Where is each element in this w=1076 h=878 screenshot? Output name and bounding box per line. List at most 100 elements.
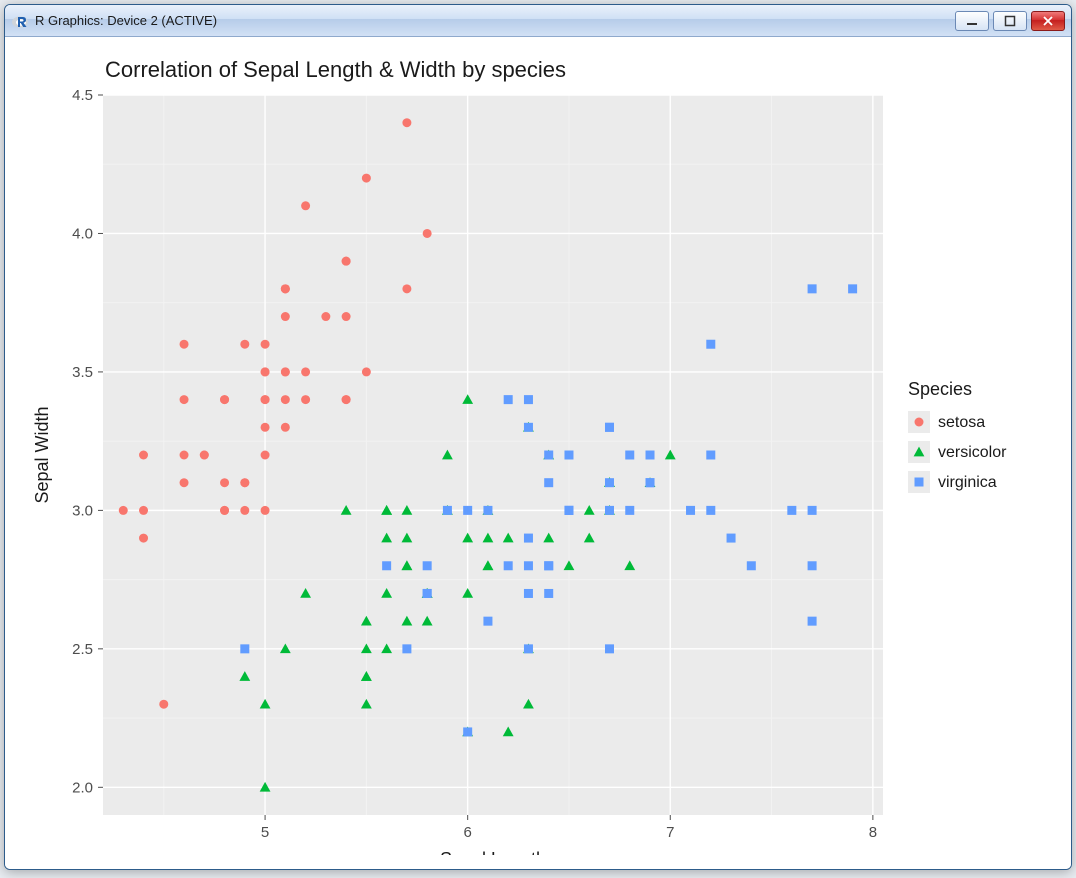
maximize-button[interactable] (993, 11, 1027, 31)
legend-glyph-setosa (915, 418, 924, 427)
legend-label: versicolor (938, 444, 1007, 461)
r-graphics-window: R Graphics: Device 2 (ACTIVE) 56782.02.5… (4, 4, 1072, 870)
data-point-virginica (605, 423, 614, 432)
data-point-setosa (321, 312, 330, 321)
r-app-icon (11, 12, 29, 30)
data-point-virginica (423, 561, 432, 570)
data-point-setosa (261, 423, 270, 432)
data-point-virginica (564, 451, 573, 460)
legend-title: Species (908, 379, 972, 399)
data-point-setosa (281, 423, 290, 432)
x-axis-title: Sepal Length (440, 849, 546, 855)
plot-panel (103, 95, 883, 815)
data-point-virginica (402, 644, 411, 653)
data-point-virginica (625, 506, 634, 515)
data-point-setosa (261, 395, 270, 404)
data-point-setosa (342, 312, 351, 321)
data-point-virginica (706, 340, 715, 349)
data-point-setosa (281, 312, 290, 321)
data-point-virginica (443, 506, 452, 515)
y-tick-label: 4.0 (72, 225, 93, 242)
data-point-virginica (524, 589, 533, 598)
data-point-virginica (646, 478, 655, 487)
data-point-virginica (808, 284, 817, 293)
data-point-virginica (524, 644, 533, 653)
x-tick-label: 6 (464, 824, 472, 841)
data-point-virginica (423, 589, 432, 598)
data-point-virginica (524, 534, 533, 543)
data-point-virginica (787, 506, 796, 515)
data-point-virginica (483, 506, 492, 515)
data-point-setosa (139, 506, 148, 515)
data-point-virginica (808, 617, 817, 626)
x-tick-label: 8 (869, 824, 877, 841)
legend-label: virginica (938, 474, 997, 491)
y-tick-label: 4.5 (72, 87, 93, 104)
data-point-setosa (240, 340, 249, 349)
data-point-virginica (808, 561, 817, 570)
data-point-virginica (504, 561, 513, 570)
data-point-virginica (564, 506, 573, 515)
scatter-plot: 56782.02.53.03.54.04.5Sepal LengthSepal … (13, 45, 1057, 855)
data-point-setosa (180, 451, 189, 460)
data-point-setosa (119, 506, 128, 515)
data-point-virginica (504, 395, 513, 404)
data-point-virginica (382, 561, 391, 570)
data-point-setosa (261, 451, 270, 460)
data-point-virginica (747, 561, 756, 570)
data-point-setosa (402, 118, 411, 127)
y-axis-title: Sepal Width (32, 406, 52, 503)
data-point-setosa (139, 451, 148, 460)
data-point-virginica (524, 561, 533, 570)
data-point-virginica (544, 589, 553, 598)
data-point-setosa (301, 201, 310, 210)
data-point-setosa (342, 257, 351, 266)
data-point-virginica (706, 451, 715, 460)
minimize-button[interactable] (955, 11, 989, 31)
chart-title: Correlation of Sepal Length & Width by s… (105, 57, 566, 82)
data-point-virginica (524, 395, 533, 404)
data-point-virginica (463, 727, 472, 736)
close-button[interactable] (1031, 11, 1065, 31)
data-point-virginica (544, 478, 553, 487)
data-point-virginica (544, 451, 553, 460)
data-point-virginica (483, 617, 492, 626)
plot-device-content: 56782.02.53.03.54.04.5Sepal LengthSepal … (5, 37, 1071, 869)
data-point-setosa (342, 395, 351, 404)
data-point-virginica (808, 506, 817, 515)
data-point-setosa (261, 506, 270, 515)
data-point-virginica (524, 423, 533, 432)
data-point-virginica (605, 478, 614, 487)
data-point-setosa (240, 506, 249, 515)
data-point-setosa (301, 395, 310, 404)
data-point-virginica (706, 506, 715, 515)
data-point-virginica (240, 644, 249, 653)
legend-glyph-virginica (915, 478, 924, 487)
data-point-setosa (423, 229, 432, 238)
y-tick-label: 2.5 (72, 641, 93, 658)
data-point-setosa (180, 395, 189, 404)
y-tick-label: 3.0 (72, 502, 93, 519)
data-point-setosa (362, 174, 371, 183)
data-point-setosa (261, 340, 270, 349)
data-point-virginica (605, 644, 614, 653)
data-point-virginica (544, 561, 553, 570)
data-point-setosa (261, 367, 270, 376)
data-point-setosa (220, 506, 229, 515)
data-point-setosa (180, 340, 189, 349)
data-point-setosa (220, 395, 229, 404)
data-point-setosa (139, 534, 148, 543)
legend-label: setosa (938, 414, 985, 431)
data-point-virginica (686, 506, 695, 515)
data-point-virginica (463, 506, 472, 515)
data-point-setosa (180, 478, 189, 487)
data-point-virginica (646, 451, 655, 460)
y-tick-label: 3.5 (72, 364, 93, 381)
titlebar[interactable]: R Graphics: Device 2 (ACTIVE) (5, 5, 1071, 37)
data-point-virginica (605, 506, 614, 515)
data-point-setosa (220, 478, 229, 487)
data-point-setosa (402, 284, 411, 293)
x-tick-label: 7 (666, 824, 674, 841)
data-point-setosa (159, 700, 168, 709)
data-point-virginica (625, 451, 634, 460)
